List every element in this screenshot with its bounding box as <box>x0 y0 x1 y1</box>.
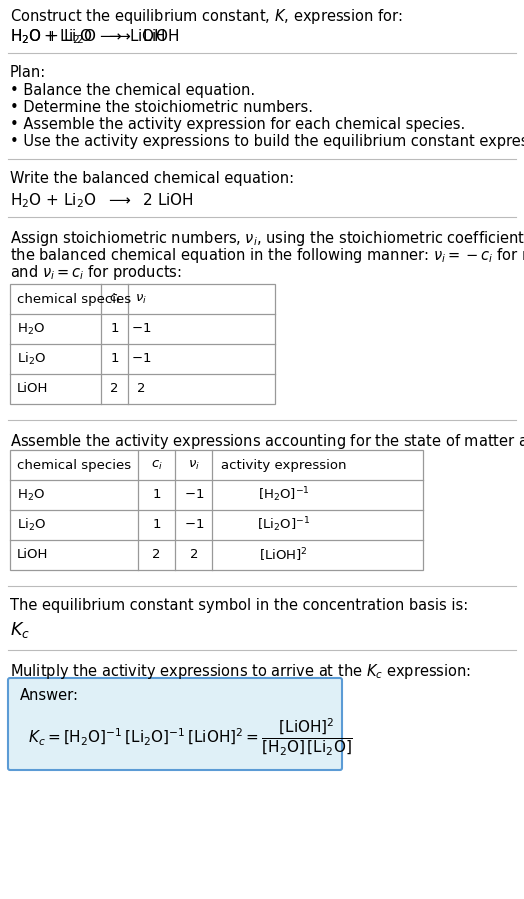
Text: • Determine the stoichiometric numbers.: • Determine the stoichiometric numbers. <box>10 100 313 115</box>
Text: $\mathrm{H_2O}$ + $\mathrm{Li_2O}$  $\longrightarrow$  LiOH: $\mathrm{H_2O}$ + $\mathrm{Li_2O}$ $\lon… <box>10 27 179 46</box>
Text: LiOH: LiOH <box>17 548 48 562</box>
Text: $c_i$: $c_i$ <box>109 292 121 306</box>
Text: $\mathrm{Li_2O}$: $\mathrm{Li_2O}$ <box>17 351 46 367</box>
Text: $-1$: $-1$ <box>183 519 204 531</box>
Text: chemical species: chemical species <box>17 458 131 471</box>
Text: $[\mathrm{LiOH}]^{2}$: $[\mathrm{LiOH}]^{2}$ <box>259 547 308 564</box>
Text: Answer:: Answer: <box>20 688 79 703</box>
Text: $-1$: $-1$ <box>131 352 151 366</box>
Text: 1: 1 <box>152 488 161 502</box>
Text: chemical species: chemical species <box>17 292 131 306</box>
Text: Assign stoichiometric numbers, $\nu_i$, using the stoichiometric coefficients, $: Assign stoichiometric numbers, $\nu_i$, … <box>10 229 524 248</box>
Text: $K_c = [\mathrm{H_2O}]^{-1}\,[\mathrm{Li_2O}]^{-1}\,[\mathrm{LiOH}]^{2} = \dfrac: $K_c = [\mathrm{H_2O}]^{-1}\,[\mathrm{Li… <box>28 716 353 757</box>
Text: The equilibrium constant symbol in the concentration basis is:: The equilibrium constant symbol in the c… <box>10 598 468 613</box>
Text: $K_c$: $K_c$ <box>10 620 30 640</box>
Text: $[\mathrm{Li_2O}]^{-1}$: $[\mathrm{Li_2O}]^{-1}$ <box>257 516 310 534</box>
FancyBboxPatch shape <box>8 678 342 770</box>
Text: Write the balanced chemical equation:: Write the balanced chemical equation: <box>10 171 294 186</box>
Text: 1: 1 <box>111 323 119 335</box>
Text: $\nu_i$: $\nu_i$ <box>135 292 147 306</box>
Text: Construct the equilibrium constant, $K$, expression for:: Construct the equilibrium constant, $K$,… <box>10 7 402 26</box>
Text: and $\nu_i = c_i$ for products:: and $\nu_i = c_i$ for products: <box>10 263 182 282</box>
Text: $-1$: $-1$ <box>131 323 151 335</box>
Text: $[\mathrm{H_2O}]^{-1}$: $[\mathrm{H_2O}]^{-1}$ <box>258 485 310 504</box>
Bar <box>10 284 275 404</box>
Text: $c_i$: $c_i$ <box>151 458 162 472</box>
Text: $\nu_i$: $\nu_i$ <box>188 458 200 472</box>
Text: Plan:: Plan: <box>10 65 46 80</box>
Bar <box>10 450 423 570</box>
Text: • Use the activity expressions to build the equilibrium constant expression.: • Use the activity expressions to build … <box>10 134 524 149</box>
Text: 1: 1 <box>111 352 119 366</box>
Text: 2: 2 <box>152 548 161 562</box>
Text: LiOH: LiOH <box>17 382 48 396</box>
Text: 1: 1 <box>152 519 161 531</box>
Text: $\mathrm{H_2O + Li_2O}$ $\longrightarrow$ $\mathrm{LiOH}$: $\mathrm{H_2O + Li_2O}$ $\longrightarrow… <box>10 27 166 46</box>
Text: $-1$: $-1$ <box>183 488 204 502</box>
Text: $\mathrm{H_2O}$: $\mathrm{H_2O}$ <box>17 487 45 503</box>
Text: 2: 2 <box>137 382 146 396</box>
Text: Assemble the activity expressions accounting for the state of matter and $\nu_i$: Assemble the activity expressions accoun… <box>10 432 524 451</box>
Text: • Assemble the activity expression for each chemical species.: • Assemble the activity expression for e… <box>10 117 465 132</box>
Text: 2: 2 <box>111 382 119 396</box>
Text: • Balance the chemical equation.: • Balance the chemical equation. <box>10 83 255 98</box>
Text: 2: 2 <box>190 548 198 562</box>
Text: $\mathrm{Li_2O}$: $\mathrm{Li_2O}$ <box>17 517 46 533</box>
Text: $\mathrm{H_2O}$: $\mathrm{H_2O}$ <box>17 322 45 336</box>
Text: activity expression: activity expression <box>221 458 346 471</box>
Text: the balanced chemical equation in the following manner: $\nu_i = -c_i$ for react: the balanced chemical equation in the fo… <box>10 246 524 265</box>
Text: $\mathrm{H_2O}$ + $\mathrm{Li_2O}$  $\longrightarrow$  2 LiOH: $\mathrm{H_2O}$ + $\mathrm{Li_2O}$ $\lon… <box>10 191 194 209</box>
Text: Mulitply the activity expressions to arrive at the $K_c$ expression:: Mulitply the activity expressions to arr… <box>10 662 471 681</box>
